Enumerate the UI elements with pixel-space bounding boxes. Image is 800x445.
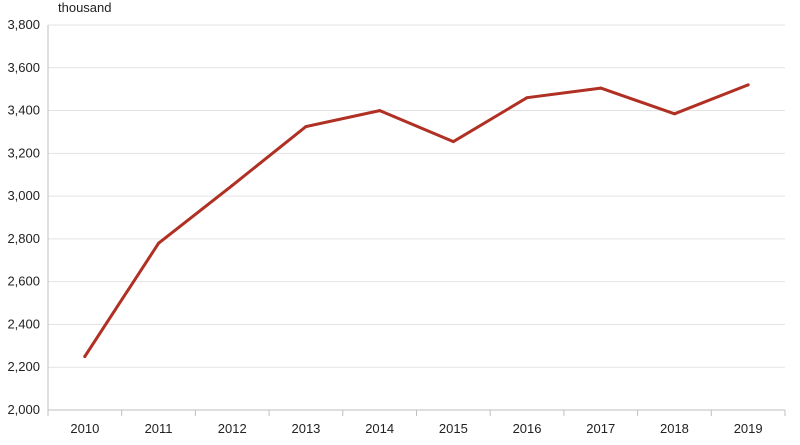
data-point	[599, 86, 603, 90]
data-point	[304, 125, 308, 129]
x-tick-label: 2017	[586, 421, 615, 436]
data-point	[83, 355, 87, 359]
y-tick-label: 3,600	[7, 60, 40, 75]
x-tick-label: 2012	[218, 421, 247, 436]
x-tick-label: 2014	[365, 421, 394, 436]
x-tick-label: 2016	[513, 421, 542, 436]
x-tick-label: 2013	[291, 421, 320, 436]
y-tick-label: 3,000	[7, 188, 40, 203]
axes	[47, 25, 786, 416]
data-point	[746, 83, 750, 87]
y-tick-label: 2,000	[7, 402, 40, 417]
y-tick-labels: 2,000 2,200 2,400 2,600 2,800 3,000 3,200 3,400…	[7, 17, 40, 417]
y-tick-label: 2,600	[7, 274, 40, 289]
y-tick-label: 2,800	[7, 231, 40, 246]
series-lines	[83, 83, 750, 359]
y-tick-label: 3,400	[7, 103, 40, 118]
x-tick-labels: 2010 2011 2012 2013 2014 2015 2016 2017 2018 2019	[70, 421, 762, 436]
x-tick-label: 2019	[734, 421, 763, 436]
y-tick-label: 2,200	[7, 359, 40, 374]
data-point	[230, 183, 234, 187]
grid-lines	[48, 24, 785, 368]
x-tick-label: 2011	[145, 421, 173, 436]
x-tick-label: 2018	[660, 421, 689, 436]
data-point	[525, 96, 529, 100]
series-line	[83, 83, 750, 358]
x-tick-label: 2010	[70, 421, 99, 436]
data-point	[157, 241, 161, 245]
y-tick-label: 2,400	[7, 316, 40, 331]
data-point	[378, 109, 382, 113]
data-point	[451, 140, 455, 144]
y-tick-label: 3,800	[7, 17, 40, 32]
x-tick-label: 2015	[439, 421, 468, 436]
y-unit-label: thousand	[58, 0, 112, 15]
data-point	[672, 112, 676, 116]
y-tick-label: 3,200	[7, 145, 40, 160]
